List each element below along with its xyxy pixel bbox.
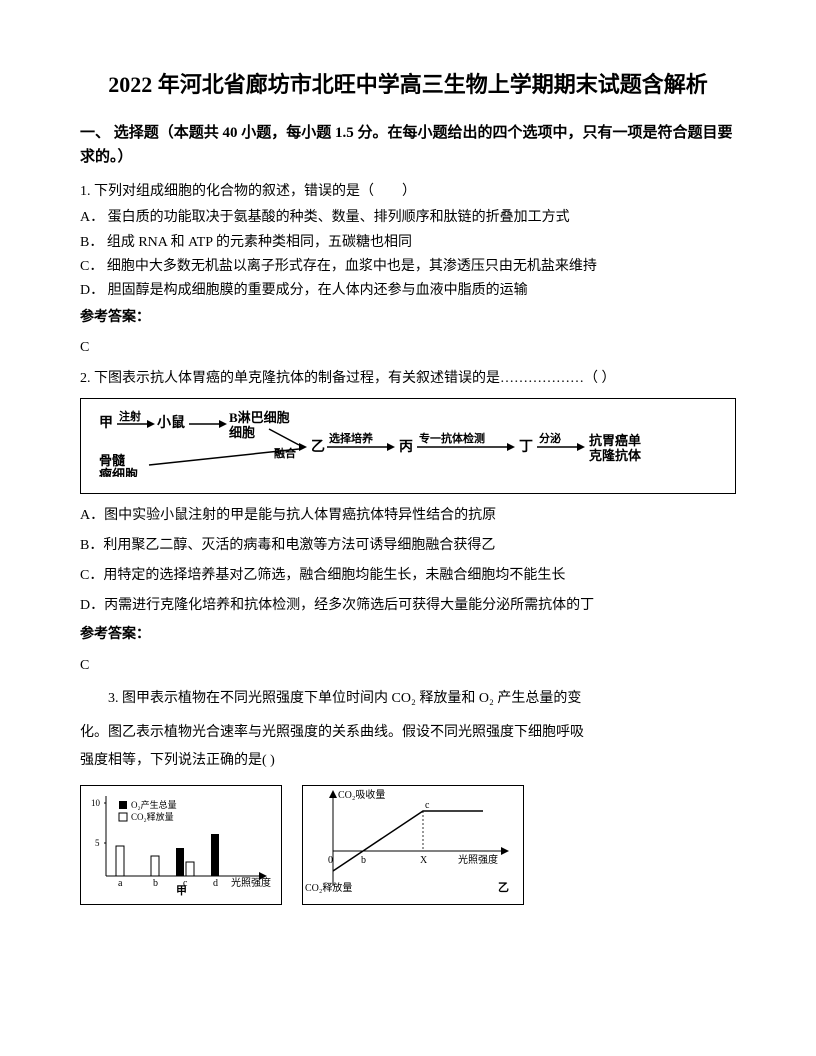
svg-text:O₂产生总量: O₂产生总量 bbox=[131, 799, 177, 810]
svg-text:瘤细胞: 瘤细胞 bbox=[99, 467, 138, 477]
q1-stem: 1. 下列对组成细胞的化合物的叙述，错误的是（ ） bbox=[80, 181, 736, 203]
chart-jia-svg: 10 5 O₂产生总量 CO₂释放量 a b c d bbox=[81, 786, 281, 896]
chart-yi: CO₂吸收量 CO₂释放量 c 0 b X 光照强度 乙 bbox=[302, 785, 524, 905]
q3-line3: 强度相等，下列说法正确的是( ) bbox=[80, 747, 736, 775]
svg-text:光照强度: 光照强度 bbox=[231, 876, 271, 889]
q1-option-c: C． 细胞中大多数无机盐以离子形式存在，血浆中也是，其渗透压只由无机盐来维持 bbox=[80, 256, 736, 278]
flow-select: 选择培养 bbox=[329, 431, 374, 445]
svg-text:X: X bbox=[420, 855, 428, 866]
svg-text:甲: 甲 bbox=[176, 884, 187, 896]
svg-text:乙: 乙 bbox=[498, 881, 509, 894]
svg-text:CO₂吸收量: CO₂吸收量 bbox=[338, 788, 385, 801]
q1-option-b: B． 组成 RNA 和 ATP 的元素种类相同，五碳糖也相同 bbox=[80, 232, 736, 254]
flow-secrete: 分泌 bbox=[539, 431, 561, 445]
svg-text:CO₂释放量: CO₂释放量 bbox=[131, 811, 174, 822]
q2-option-b: B．利用聚乙二醇、灭活的病毒和电激等方法可诱导细胞融合获得乙 bbox=[80, 532, 736, 560]
q2-answer-label: 参考答案： bbox=[80, 624, 736, 646]
svg-text:b: b bbox=[361, 855, 366, 866]
svg-text:a: a bbox=[118, 878, 123, 889]
question-3: 3. 图甲表示植物在不同光照强度下单位时间内 CO₂ 释放量和 O₂ 产生总量的… bbox=[80, 685, 736, 905]
svg-text:光照强度: 光照强度 bbox=[458, 853, 498, 866]
q2-stem: 2. 下图表示抗人体胃癌的单克隆抗体的制备过程，有关叙述错误的是………………（ … bbox=[80, 368, 736, 390]
svg-text:0: 0 bbox=[328, 855, 333, 866]
q2-option-a: A．图中实验小鼠注射的甲是能与抗人体胃癌抗体特异性结合的抗原 bbox=[80, 502, 736, 530]
svg-text:5: 5 bbox=[95, 838, 100, 848]
flow-yi: 乙 bbox=[311, 439, 325, 455]
flow-jia: 甲 bbox=[99, 415, 113, 431]
flow-bone: 骨髓 bbox=[99, 453, 126, 468]
svg-text:c: c bbox=[425, 800, 430, 811]
flow-fusion: 融合 bbox=[274, 446, 297, 460]
svg-text:CO₂释放量: CO₂释放量 bbox=[305, 881, 352, 894]
q2-option-d: D．丙需进行克隆化培养和抗体检测，经多次筛选后可获得大量能分泌所需抗体的丁 bbox=[80, 592, 736, 620]
svg-text:克隆抗体: 克隆抗体 bbox=[589, 448, 642, 463]
svg-text:抗胃癌单: 抗胃癌单 bbox=[589, 433, 641, 448]
q1-option-a: A． 蛋白质的功能取决于氨基酸的种类、数量、排列顺序和肽链的折叠加工方式 bbox=[80, 207, 736, 229]
flow-antibody: 专一抗体检测 bbox=[419, 431, 485, 445]
flowchart-svg: 甲 注射 小鼠 B淋巴细胞 细胞 骨髓 瘤细胞 融合 乙 选择培养 丙 专一抗体… bbox=[89, 407, 709, 477]
chart-jia: 10 5 O₂产生总量 CO₂释放量 a b c d bbox=[80, 785, 282, 905]
svg-text:b: b bbox=[153, 878, 158, 889]
flow-inject: 注射 bbox=[119, 409, 141, 423]
section-header: 一、 选择题（本题共 40 小题，每小题 1.5 分。在每小题给出的四个选项中，… bbox=[80, 121, 736, 169]
q3-line2: 化。图乙表示植物光合速率与光照强度的关系曲线。假设不同光照强度下细胞呼吸 bbox=[80, 719, 736, 747]
flow-mouse: 小鼠 bbox=[157, 414, 185, 431]
q2-answer: C bbox=[80, 655, 736, 677]
svg-text:10: 10 bbox=[91, 798, 101, 808]
question-1: 1. 下列对组成细胞的化合物的叙述，错误的是（ ） A． 蛋白质的功能取决于氨基… bbox=[80, 181, 736, 360]
q2-option-c: C．用特定的选择培养基对乙筛选，融合细胞均能生长，未融合细胞均不能生长 bbox=[80, 562, 736, 590]
q1-option-d: D． 胆固醇是构成细胞膜的重要成分，在人体内还参与血液中脂质的运输 bbox=[80, 280, 736, 302]
page-title: 2022 年河北省廊坊市北旺中学高三生物上学期期末试题含解析 bbox=[80, 70, 736, 101]
q3-line1: 3. 图甲表示植物在不同光照强度下单位时间内 CO₂ 释放量和 O₂ 产生总量的… bbox=[80, 685, 736, 713]
question-2: 2. 下图表示抗人体胃癌的单克隆抗体的制备过程，有关叙述错误的是………………（ … bbox=[80, 368, 736, 678]
chart-yi-svg: CO₂吸收量 CO₂释放量 c 0 b X 光照强度 乙 bbox=[303, 786, 523, 896]
q1-answer: C bbox=[80, 337, 736, 359]
flow-ding: 丁 bbox=[519, 440, 533, 455]
q1-answer-label: 参考答案： bbox=[80, 307, 736, 329]
flow-blympho: B淋巴细胞 bbox=[229, 410, 290, 425]
flow-bing: 丙 bbox=[399, 439, 413, 455]
svg-text:细胞: 细胞 bbox=[229, 425, 255, 440]
q2-flowchart: 甲 注射 小鼠 B淋巴细胞 细胞 骨髓 瘤细胞 融合 乙 选择培养 丙 专一抗体… bbox=[80, 398, 736, 494]
q3-charts: 10 5 O₂产生总量 CO₂释放量 a b c d bbox=[80, 785, 736, 905]
svg-text:d: d bbox=[213, 878, 218, 889]
